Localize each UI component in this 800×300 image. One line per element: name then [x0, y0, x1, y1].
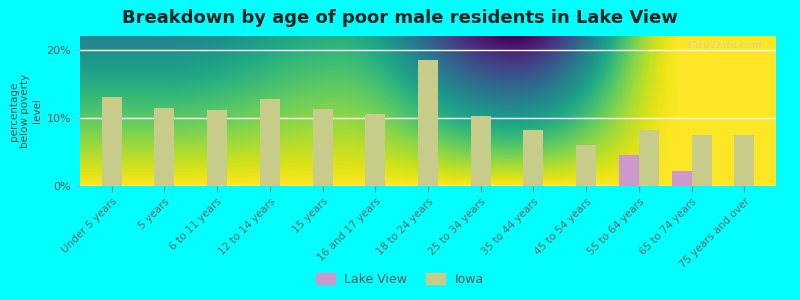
Bar: [207, 110, 227, 186]
Bar: [576, 145, 596, 186]
Bar: [523, 130, 543, 186]
Y-axis label: percentage
below poverty
level: percentage below poverty level: [9, 74, 42, 148]
Bar: [366, 114, 386, 186]
Bar: [692, 135, 712, 186]
Bar: [470, 116, 490, 186]
Bar: [734, 135, 754, 186]
Bar: [260, 99, 280, 186]
Bar: [154, 108, 174, 186]
Text: Breakdown by age of poor male residents in Lake View: Breakdown by age of poor male residents …: [122, 9, 678, 27]
Bar: [418, 60, 438, 186]
Text: City-Data.com: City-Data.com: [687, 40, 762, 50]
Legend: Lake View, Iowa: Lake View, Iowa: [310, 268, 490, 291]
Bar: [672, 171, 692, 186]
Bar: [639, 130, 659, 186]
Bar: [102, 98, 122, 186]
Bar: [619, 155, 639, 186]
Bar: [313, 109, 333, 186]
